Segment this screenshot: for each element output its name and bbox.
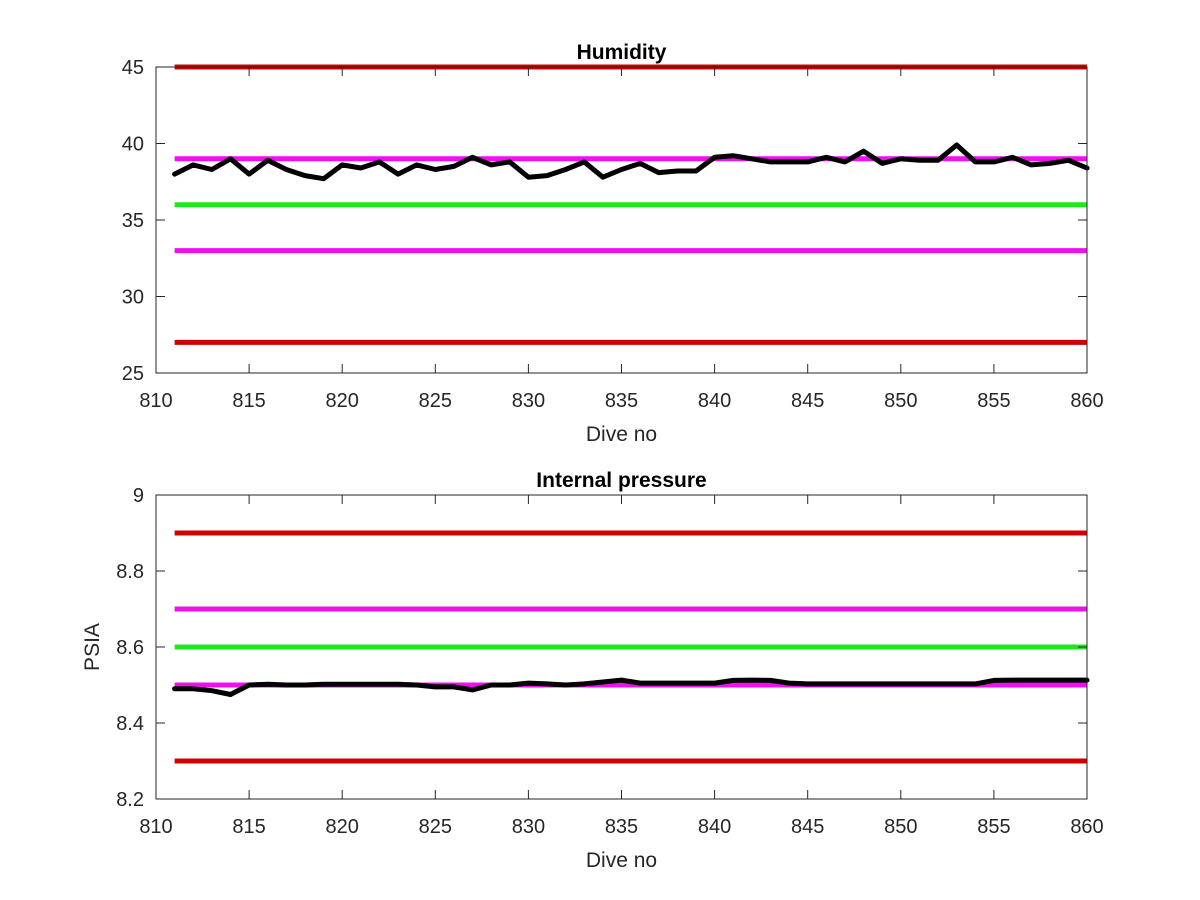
y-tick-label: 25 — [122, 363, 144, 385]
y-tick-label: 30 — [122, 287, 144, 309]
x-axis-label: Dive no — [586, 423, 657, 446]
series-line-0 — [172, 142, 1090, 182]
x-tick-label: 835 — [605, 816, 638, 838]
humidity-chart: 810 815 820 825 830 835 840 845 850 855 860 25 30 35 4… — [122, 41, 1104, 446]
internal-pressure-chart: 810 815 820 825 830 835 840 845 850 855 860 8.2 8.4 8… — [81, 469, 1104, 872]
x-tick-label: 825 — [419, 816, 452, 838]
x-tick-label: 835 — [605, 390, 638, 412]
x-tick-label: 810 — [139, 816, 172, 838]
y-axis-label: PSIA — [81, 623, 104, 671]
axes-frame — [155, 66, 1088, 374]
x-tick-label: 840 — [698, 390, 731, 412]
x-tick-label: 815 — [232, 390, 265, 412]
x-tick-label: 820 — [326, 816, 359, 838]
x-tick-label: 825 — [419, 390, 452, 412]
x-tick-label: 830 — [512, 390, 545, 412]
x-tick-label: 830 — [512, 816, 545, 838]
chart-title: Internal pressure — [536, 469, 706, 492]
chart-title: Humidity — [577, 41, 667, 64]
x-tick-label: 860 — [1070, 816, 1103, 838]
y-tick-label: 8.4 — [116, 713, 144, 735]
x-tick-label: 850 — [884, 390, 917, 412]
x-tick-label: 860 — [1070, 390, 1103, 412]
x-tick-label: 810 — [139, 390, 172, 412]
series-line-0 — [172, 677, 1090, 697]
x-tick-label: 820 — [326, 390, 359, 412]
y-tick-label: 8.8 — [116, 561, 144, 583]
y-tick-label: 45 — [122, 57, 144, 79]
x-tick-label: 855 — [977, 816, 1010, 838]
x-tick-label: 845 — [791, 390, 824, 412]
x-tick-label: 840 — [698, 816, 731, 838]
y-tick-label: 8.6 — [116, 637, 144, 659]
y-tick-label: 35 — [122, 210, 144, 232]
y-tick-label: 9 — [133, 485, 144, 507]
x-tick-label: 815 — [232, 816, 265, 838]
y-tick-label: 40 — [122, 134, 144, 156]
y-tick-label: 8.2 — [116, 789, 144, 811]
x-tick-label: 855 — [977, 390, 1010, 412]
x-axis-label: Dive no — [586, 849, 657, 872]
x-tick-label: 845 — [791, 816, 824, 838]
x-tick-label: 850 — [884, 816, 917, 838]
